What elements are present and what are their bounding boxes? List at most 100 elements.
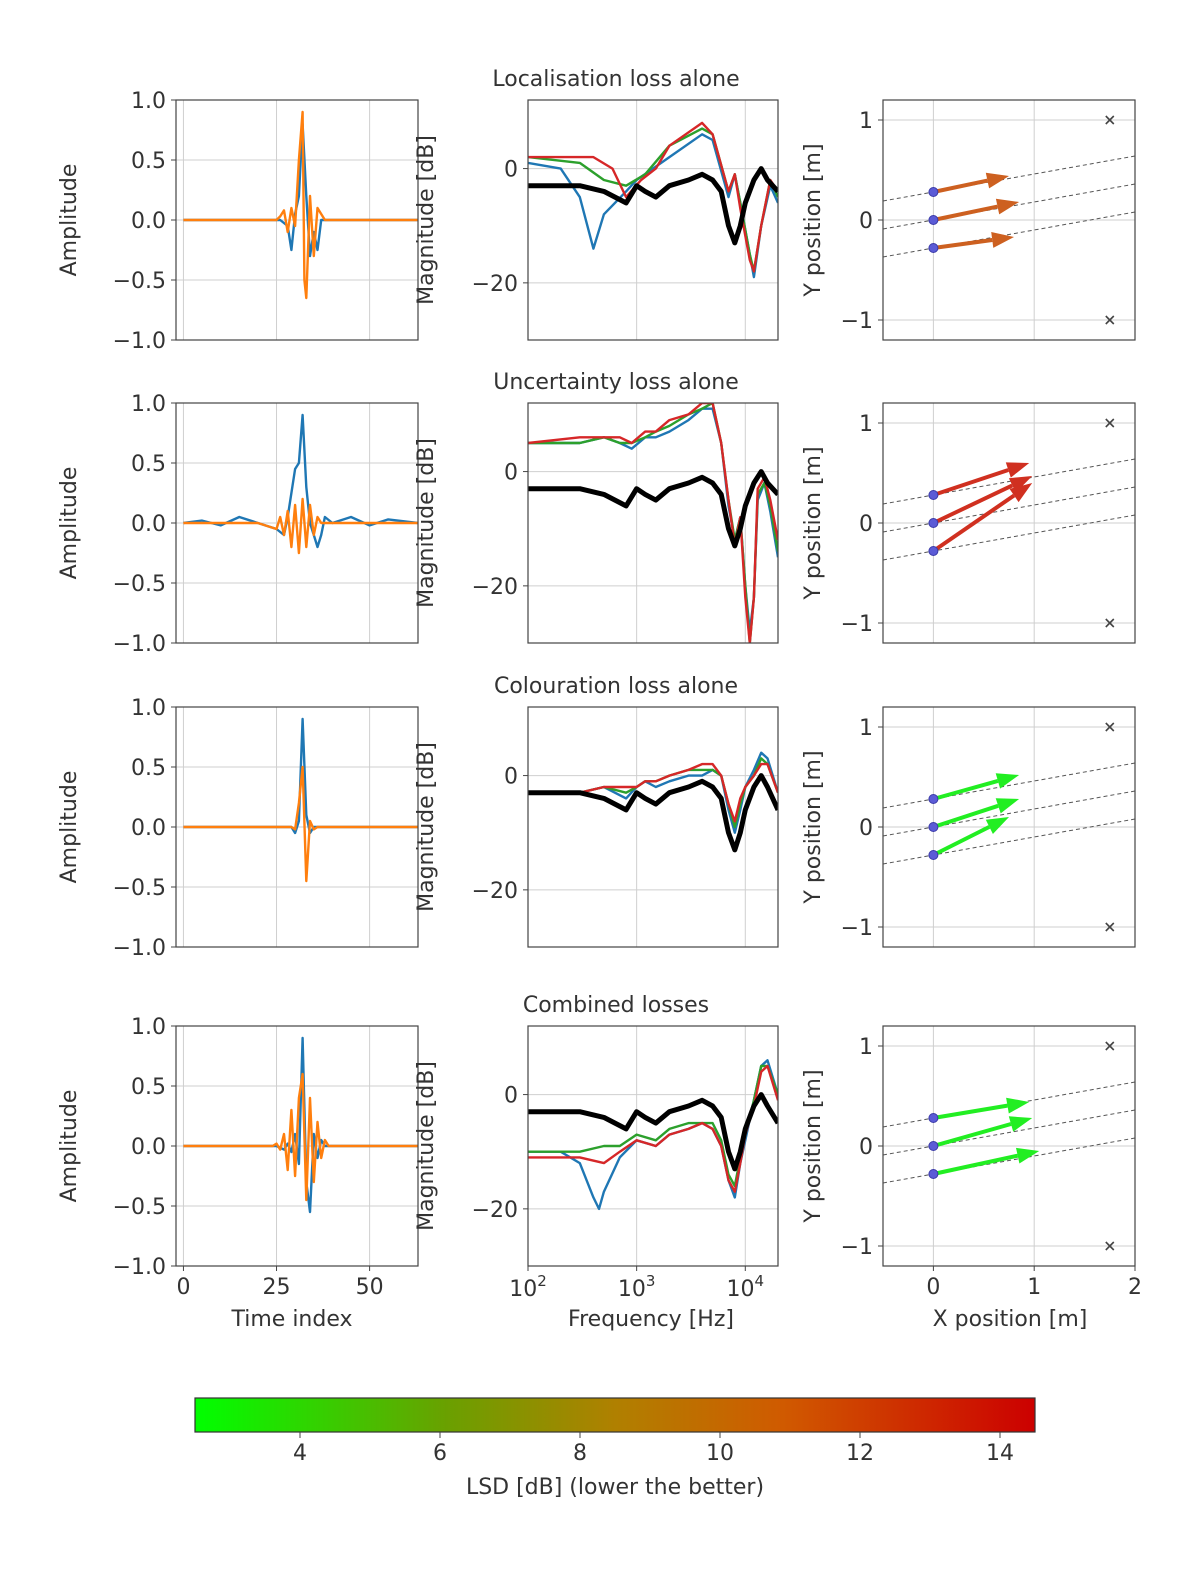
- positions-panel: 1 0 −1 Y position [m]: [801, 402, 1136, 644]
- ytick-label: −1.0: [113, 329, 166, 354]
- listener-marker: [1105, 618, 1115, 628]
- magnitude-frame: [527, 1025, 779, 1267]
- direction-arrow-head: [1005, 462, 1030, 478]
- direction-arrow-head: [1016, 1147, 1040, 1164]
- ytick-label: 1: [859, 1035, 873, 1060]
- magnitude-panel: 0 −20 Magnitude [dB] 102 103 104 Frequency [Hz…: [414, 1025, 779, 1332]
- positions-content: [883, 115, 1135, 325]
- xtick-label: 1: [1027, 1275, 1041, 1300]
- magnitude-frame: [527, 706, 779, 948]
- ytick-label: 0: [504, 158, 518, 183]
- y-axis-label: Amplitude: [57, 164, 82, 277]
- direction-arrow-shaft: [932, 825, 991, 857]
- source-point: [928, 1169, 939, 1179]
- magnitude-series: [528, 1059, 778, 1211]
- series-line-b: [183, 765, 418, 883]
- ytick-label: −20: [472, 272, 518, 297]
- magnitude-panel: 0 −20 Magnitude [dB]: [414, 706, 779, 948]
- direction-arrow-shaft: [932, 483, 1014, 525]
- row-title: Combined losses: [523, 993, 709, 1018]
- ytick-label: −20: [472, 575, 518, 600]
- x-axis-label: X position [m]: [933, 1307, 1088, 1332]
- series-line-black: [528, 1092, 778, 1172]
- series-line-red: [528, 1064, 778, 1193]
- y-axis-label: Magnitude [dB]: [414, 438, 439, 608]
- direction-arrow-head: [995, 798, 1020, 814]
- direction-arrow-head: [995, 198, 1020, 215]
- impulse-series: [183, 1036, 418, 1214]
- colorbar-tick-label: 4: [293, 1441, 307, 1466]
- source-point: [928, 187, 939, 197]
- row-title: Colouration loss alone: [494, 674, 738, 699]
- x-axis-label: Frequency [Hz]: [568, 1307, 734, 1332]
- source-point: [928, 490, 939, 500]
- row-1: Localisation loss alone 1.0 0.5 0.0 −0.5 −1.0…: [57, 67, 1136, 354]
- direction-arrow-shaft: [932, 178, 988, 194]
- ytick-label: 0.0: [131, 512, 166, 537]
- ytick-label: 0: [504, 765, 518, 790]
- magnitude-panel: 0 −20 Magnitude [dB]: [414, 402, 779, 644]
- direction-arrow-shaft: [932, 1153, 1019, 1176]
- ytick-label: 1: [859, 716, 873, 741]
- series-line-blue: [528, 1059, 778, 1211]
- direction-arrow-shaft: [933, 237, 993, 250]
- ytick-label: 0.0: [131, 209, 166, 234]
- series-line-red: [528, 762, 778, 823]
- ytick-label: −0.5: [113, 1195, 166, 1220]
- guide-line: [883, 486, 1135, 533]
- y-axis-label: Magnitude [dB]: [414, 1061, 439, 1231]
- magnitude-series: [528, 121, 778, 279]
- listener-marker: [1105, 1041, 1115, 1051]
- series-line-b: [183, 110, 418, 300]
- series-line-green: [528, 127, 778, 273]
- direction-arrow-head: [1008, 1116, 1033, 1132]
- y-axis-label: Amplitude: [57, 1090, 82, 1203]
- series-line-b: [183, 1072, 418, 1202]
- direction-arrow-shaft: [932, 468, 1009, 497]
- direction-arrow-shaft: [932, 493, 1016, 553]
- row-3: Colouration loss alone 1.0 0.5 0.0 −0.5 −1.0 A…: [57, 674, 1136, 961]
- ytick-label: −1.0: [113, 632, 166, 657]
- guide-line: [883, 762, 1135, 809]
- y-axis-label: Y position [m]: [801, 1069, 826, 1223]
- ytick-label: 0.0: [131, 816, 166, 841]
- ytick-label: 0: [859, 816, 873, 841]
- direction-arrow-head: [985, 817, 1009, 834]
- positions-content: [883, 722, 1135, 932]
- guide-line: [883, 211, 1135, 258]
- direction-arrow-head: [1009, 483, 1033, 503]
- impulse-panel: 1.0 0.5 0.0 −0.5 −1.0 Amplitude: [57, 392, 419, 657]
- direction-arrow-shaft: [932, 204, 998, 222]
- row-title: Uncertainty loss alone: [493, 370, 739, 395]
- ytick-label: −1: [841, 1235, 873, 1260]
- colorbar-tick-label: 14: [986, 1441, 1014, 1466]
- ytick-label: 1.0: [131, 696, 166, 721]
- ytick-label: 1: [859, 412, 873, 437]
- xtick-label: 2: [1128, 1275, 1142, 1300]
- ytick-label: 0: [859, 209, 873, 234]
- ytick-label: 1.0: [131, 1015, 166, 1040]
- impulse-series: [183, 717, 418, 883]
- ytick-label: 0.5: [131, 452, 166, 477]
- listener-marker: [1105, 315, 1115, 325]
- xtick-label: 0: [176, 1275, 190, 1300]
- colorbar-ticks: 4 6 8 10 12 14: [293, 1432, 1014, 1466]
- series-line-black: [528, 773, 778, 853]
- ytick-label: 0: [859, 512, 873, 537]
- magnitude-series: [528, 403, 778, 643]
- ytick-label: −0.5: [113, 572, 166, 597]
- row-2: Uncertainty loss alone 1.0 0.5 0.0 −0.5 −1.0 A…: [57, 370, 1136, 657]
- ytick-label: −1.0: [113, 936, 166, 961]
- colorbar-tick-label: 12: [846, 1441, 874, 1466]
- colorbar: 4 6 8 10 12 14 LSD [dB] (lower the better): [194, 1397, 1036, 1500]
- positions-panel: 1 0 −1 Y position [m] 0 1 2 X position [m]: [801, 1025, 1142, 1332]
- xtick-label: 102: [509, 1272, 547, 1302]
- ytick-label: 0.0: [131, 1135, 166, 1160]
- y-axis-label: Y position [m]: [801, 143, 826, 297]
- xtick-label: 104: [727, 1272, 765, 1302]
- guide-line: [883, 458, 1135, 505]
- impulse-panel: 1.0 0.5 0.0 −0.5 −1.0 Amplitude: [57, 89, 419, 354]
- y-axis-label: Amplitude: [57, 467, 82, 580]
- series-line-red: [528, 403, 778, 643]
